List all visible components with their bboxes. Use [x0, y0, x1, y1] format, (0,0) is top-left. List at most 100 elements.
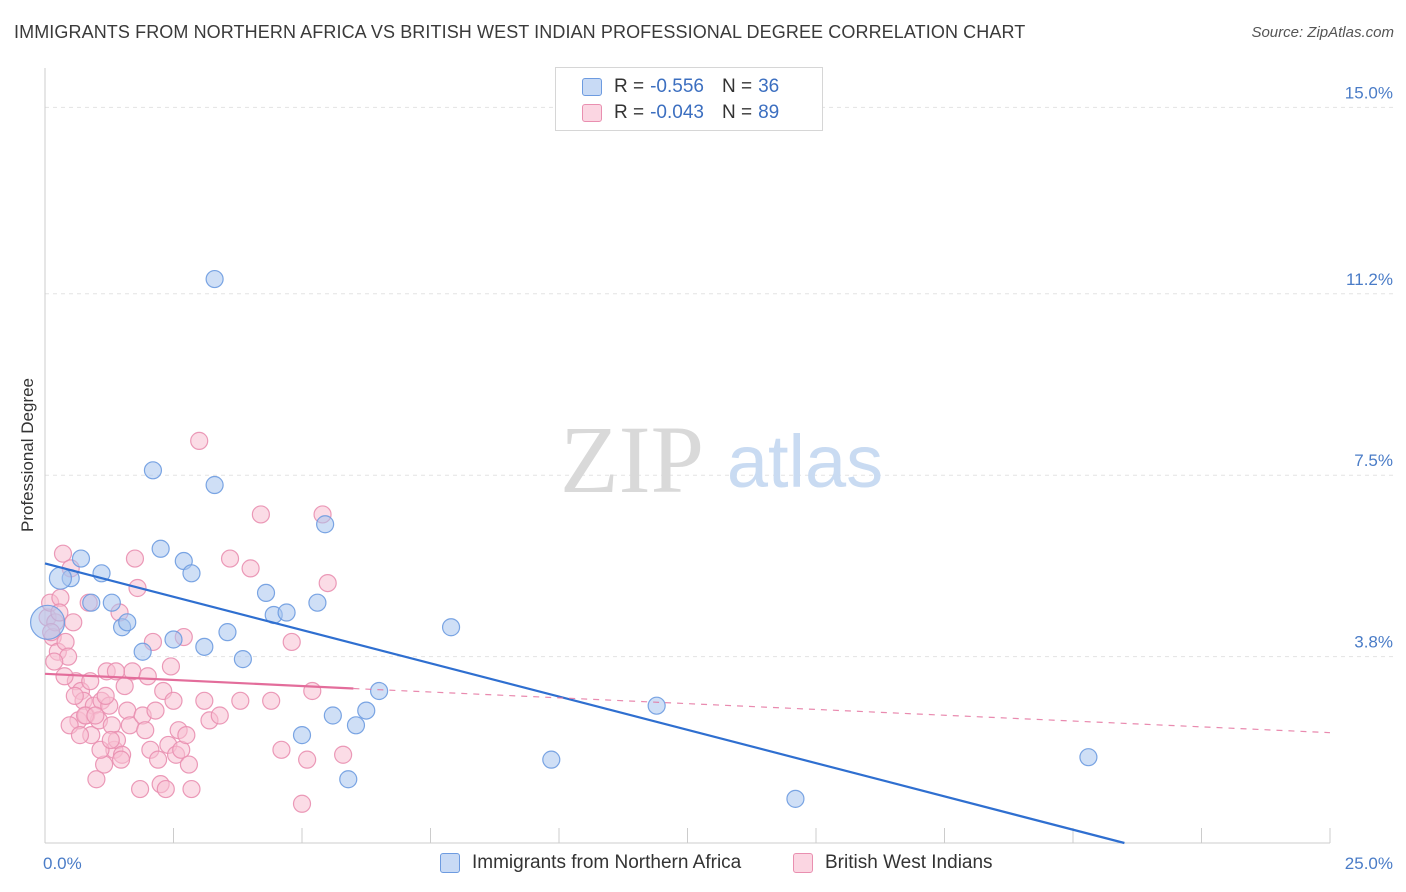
data-point	[101, 730, 120, 750]
data-point	[218, 623, 237, 642]
data-point	[210, 706, 229, 725]
data-point	[262, 691, 281, 710]
y-tick-label: 7.5%	[1354, 451, 1393, 470]
data-point	[118, 701, 137, 720]
series-immigrants-northern-africa	[29, 269, 1098, 808]
data-point	[53, 544, 73, 563]
legend-item-northern-africa[interactable]: Immigrants from Northern Africa	[440, 852, 741, 874]
data-point	[786, 789, 805, 808]
y-tick-label: 11.2%	[1346, 270, 1393, 289]
data-point	[96, 686, 115, 705]
watermark-zip: ZIP	[560, 406, 704, 513]
data-point	[71, 549, 91, 568]
data-point	[164, 630, 183, 649]
legend-row-blue: R = -0.556 N = 36	[582, 74, 797, 100]
legend-swatch-blue	[582, 78, 602, 96]
legend-n-value: 36	[758, 76, 780, 97]
legend-n-label: N =	[721, 76, 753, 97]
data-point	[282, 632, 301, 652]
trend-lines	[44, 562, 1331, 845]
data-point	[233, 650, 252, 669]
data-point	[441, 618, 461, 637]
data-point	[82, 593, 101, 612]
data-point	[292, 726, 312, 745]
data-point	[298, 750, 317, 769]
data-point	[231, 691, 250, 710]
axes	[44, 68, 1331, 844]
legend-item-british-west-indians[interactable]: British West Indians	[793, 852, 993, 874]
legend-n-label: N =	[721, 102, 753, 123]
data-point	[138, 667, 157, 686]
data-point	[205, 475, 224, 495]
data-point	[303, 681, 322, 701]
trend-line-northern-africa	[44, 562, 1125, 845]
legend-label-british-west-indians: British West Indians	[825, 852, 993, 873]
data-point	[277, 603, 296, 622]
y-tick-label: 3.8%	[1354, 633, 1393, 652]
data-point	[125, 549, 145, 568]
trend-line-british-west-indians-extension	[353, 687, 1331, 734]
data-point	[55, 667, 74, 686]
x-tick-label: 0.0%	[43, 854, 82, 873]
data-point	[161, 657, 181, 676]
data-point	[339, 770, 358, 789]
data-point	[111, 750, 131, 769]
correlation-legend: R = -0.556 N = 36 R = -0.043 N = 89	[555, 67, 823, 131]
series-british-west-indians	[38, 431, 353, 813]
legend-r-value: -0.556	[650, 76, 704, 97]
data-point	[177, 726, 196, 745]
data-point	[102, 593, 121, 612]
data-point	[106, 662, 126, 681]
legend-swatch-pink	[582, 104, 602, 122]
data-point	[1079, 748, 1098, 767]
data-point	[70, 726, 90, 745]
y-tick-label: 15.0%	[1345, 83, 1393, 102]
data-point	[65, 686, 84, 705]
data-point	[182, 564, 201, 583]
data-point	[316, 515, 335, 534]
data-point	[292, 794, 312, 813]
data-point	[647, 696, 666, 715]
data-point	[272, 740, 291, 759]
data-point	[56, 632, 75, 652]
data-point	[195, 691, 214, 710]
data-point	[195, 637, 214, 656]
data-point	[241, 559, 260, 578]
data-point	[29, 604, 66, 640]
data-point	[148, 750, 168, 769]
source-label: Source: ZipAtlas.com	[1251, 24, 1394, 41]
data-point	[346, 716, 366, 735]
data-point	[190, 431, 209, 450]
data-point	[542, 750, 561, 769]
watermark: ZIP atlas	[560, 406, 883, 513]
data-point	[133, 642, 152, 661]
data-point	[318, 573, 337, 593]
legend-label-northern-africa: Immigrants from Northern Africa	[472, 852, 742, 873]
x-tick-label: 25.0%	[1345, 854, 1393, 873]
data-point	[87, 770, 106, 789]
tick-labels: 3.8% 7.5% 11.2% 15.0% 0.0% 25.0%	[43, 83, 1393, 873]
data-point	[130, 779, 150, 799]
data-point	[182, 779, 201, 799]
data-point	[45, 652, 64, 671]
watermark-atlas: atlas	[727, 420, 883, 503]
legend-r-label: R =	[614, 102, 645, 123]
legend-row-pink: R = -0.043 N = 89	[582, 100, 797, 126]
data-point	[143, 461, 163, 480]
data-point	[86, 706, 105, 725]
trend-line-british-west-indians	[44, 672, 354, 690]
data-point	[205, 269, 224, 289]
legend-swatch-british-west-indians	[793, 853, 813, 873]
data-point	[151, 539, 170, 558]
data-point	[357, 701, 376, 720]
data-point	[220, 549, 240, 568]
chart-title: IMMIGRANTS FROM NORTHERN AFRICA VS BRITI…	[14, 22, 1026, 42]
legend-r-label: R =	[614, 76, 645, 97]
data-point	[256, 583, 276, 603]
data-point	[308, 593, 327, 612]
legend-swatch-northern-africa	[440, 853, 460, 873]
data-point	[179, 755, 199, 774]
series-legend: Immigrants from Northern Africa British …	[0, 852, 1406, 878]
data-point	[146, 701, 165, 720]
